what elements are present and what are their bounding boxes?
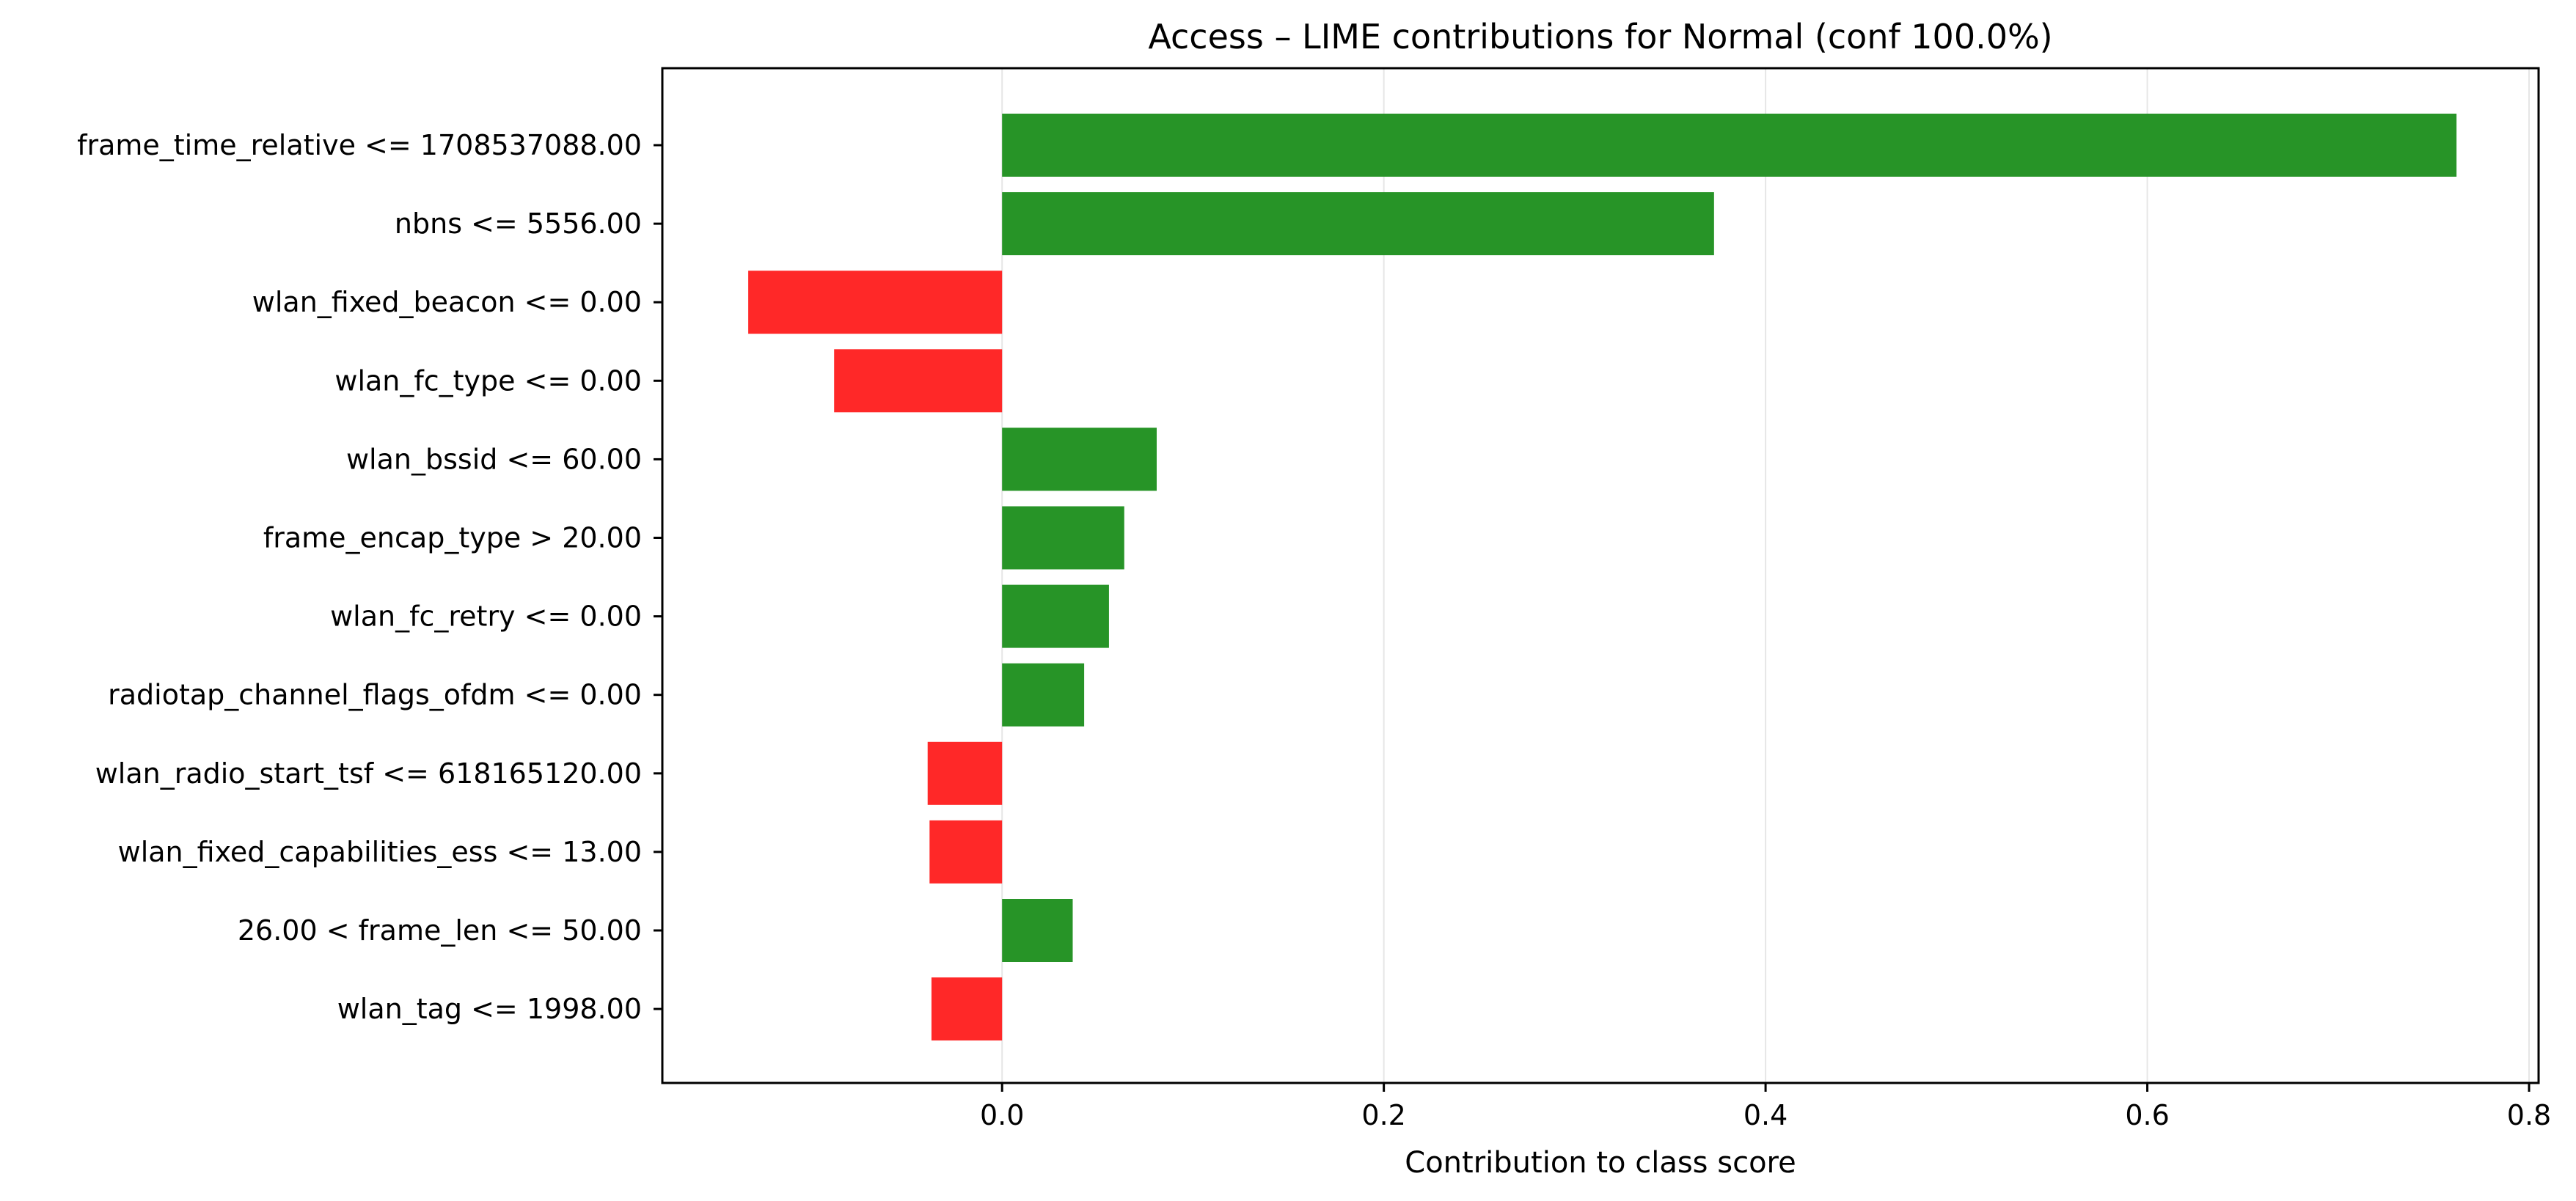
bars [748,114,2457,1041]
bar [927,741,1003,805]
bar [1002,899,1073,962]
category-labels: frame_time_relative <= 1708537088.00 nbns… [77,129,642,1025]
chart-title: Access – LIME contributions for Normal (… [1148,17,2052,56]
x-tick-label: 0.8 [2507,1099,2551,1131]
category-label: wlan_fixed_capabilities_ess <= 13.00 [118,836,642,868]
bar [1002,663,1085,727]
bar [1002,427,1157,491]
category-label: wlan_fixed_beacon <= 0.00 [252,286,642,318]
bar [931,977,1003,1041]
plot-frame [661,67,2540,1084]
bar [1002,506,1124,570]
category-label: wlan_radio_start_tsf <= 618165120.00 [95,757,642,790]
category-label: frame_time_relative <= 1708537088.00 [77,129,642,161]
x-tick-labels: 0.0 0.2 0.4 0.6 0.8 [980,1099,2551,1131]
category-label: frame_encap_type > 20.00 [263,522,642,554]
x-tick-label: 0.6 [2125,1099,2169,1131]
tick-marks [654,144,2531,1092]
bar [929,820,1003,884]
x-tick-label: 0.0 [980,1099,1024,1131]
category-label: 26.00 < frame_len <= 50.00 [238,914,642,947]
category-label: wlan_tag <= 1998.00 [337,993,642,1025]
x-axis-label: Contribution to class score [1405,1146,1796,1180]
bar [1002,192,1714,256]
category-label: wlan_fc_retry <= 0.00 [330,600,642,633]
bar [834,349,1003,413]
bar [1002,114,2457,177]
category-label: wlan_bssid <= 60.00 [346,443,642,475]
category-label: nbns <= 5556.00 [395,207,642,240]
category-label: radiotap_channel_flags_ofdm <= 0.00 [108,679,642,711]
x-tick-label: 0.4 [1743,1099,1788,1131]
category-label: wlan_fc_type <= 0.00 [334,364,642,397]
x-tick-label: 0.2 [1361,1099,1405,1131]
bar [1002,584,1109,648]
bar [748,271,1003,334]
